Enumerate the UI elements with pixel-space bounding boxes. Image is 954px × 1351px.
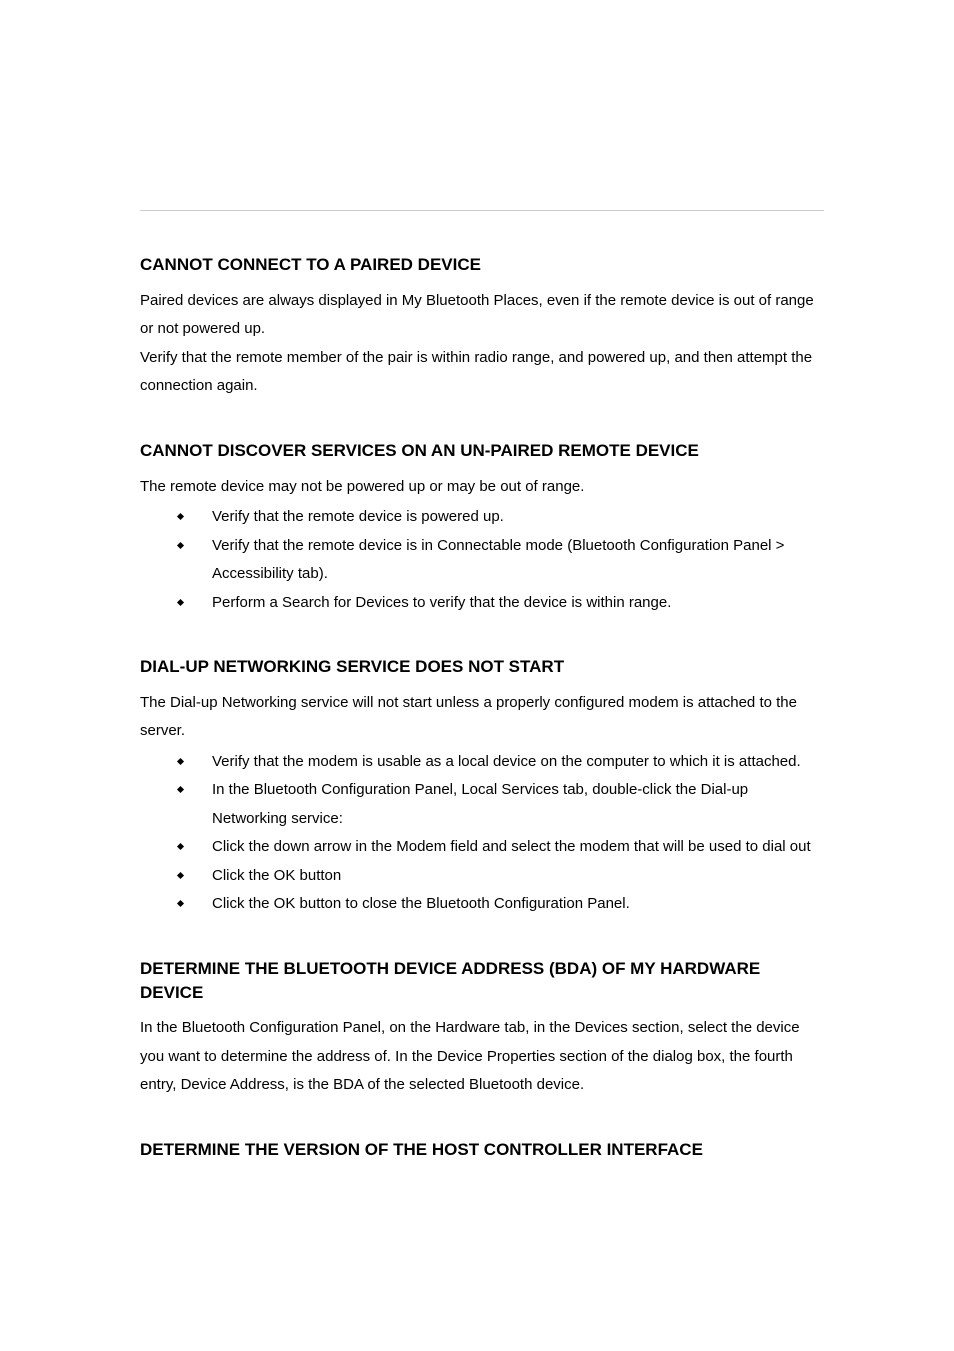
bullet-item: Perform a Search for Devices to verify t…: [140, 589, 824, 618]
section-hci: DETERMINE THE VERSION OF THE HOST CONTRO…: [140, 1138, 824, 1162]
section-heading: DETERMINE THE VERSION OF THE HOST CONTRO…: [140, 1138, 824, 1162]
bullet-item: In the Bluetooth Configuration Panel, Lo…: [140, 776, 824, 833]
section-cannot-discover: CANNOT DISCOVER SERVICES ON AN UN-PAIRED…: [140, 439, 824, 617]
bullet-list: Verify that the modem is usable as a loc…: [140, 748, 824, 919]
bullet-item: Click the OK button: [140, 862, 824, 891]
body-paragraph: The remote device may not be powered up …: [140, 473, 824, 502]
section-heading: CANNOT DISCOVER SERVICES ON AN UN-PAIRED…: [140, 439, 824, 463]
section-dialup: DIAL-UP NETWORKING SERVICE DOES NOT STAR…: [140, 655, 824, 919]
section-bda: DETERMINE THE BLUETOOTH DEVICE ADDRESS (…: [140, 957, 824, 1100]
body-paragraph: Verify that the remote member of the pai…: [140, 344, 824, 401]
body-paragraph: Paired devices are always displayed in M…: [140, 287, 824, 344]
bullet-item: Verify that the modem is usable as a loc…: [140, 748, 824, 777]
section-heading: CANNOT CONNECT TO A PAIRED DEVICE: [140, 253, 824, 277]
bullet-item: Click the down arrow in the Modem field …: [140, 833, 824, 862]
bullet-item: Verify that the remote device is in Conn…: [140, 532, 824, 589]
horizontal-rule: [140, 210, 824, 211]
body-paragraph: The Dial-up Networking service will not …: [140, 689, 824, 746]
section-heading: DETERMINE THE BLUETOOTH DEVICE ADDRESS (…: [140, 957, 824, 1005]
bullet-item: Click the OK button to close the Bluetoo…: [140, 890, 824, 919]
bullet-item: Verify that the remote device is powered…: [140, 503, 824, 532]
document-page: CANNOT CONNECT TO A PAIRED DEVICE Paired…: [0, 0, 954, 1252]
section-cannot-connect: CANNOT CONNECT TO A PAIRED DEVICE Paired…: [140, 253, 824, 401]
bullet-list: Verify that the remote device is powered…: [140, 503, 824, 617]
body-paragraph: In the Bluetooth Configuration Panel, on…: [140, 1014, 824, 1100]
section-heading: DIAL-UP NETWORKING SERVICE DOES NOT STAR…: [140, 655, 824, 679]
